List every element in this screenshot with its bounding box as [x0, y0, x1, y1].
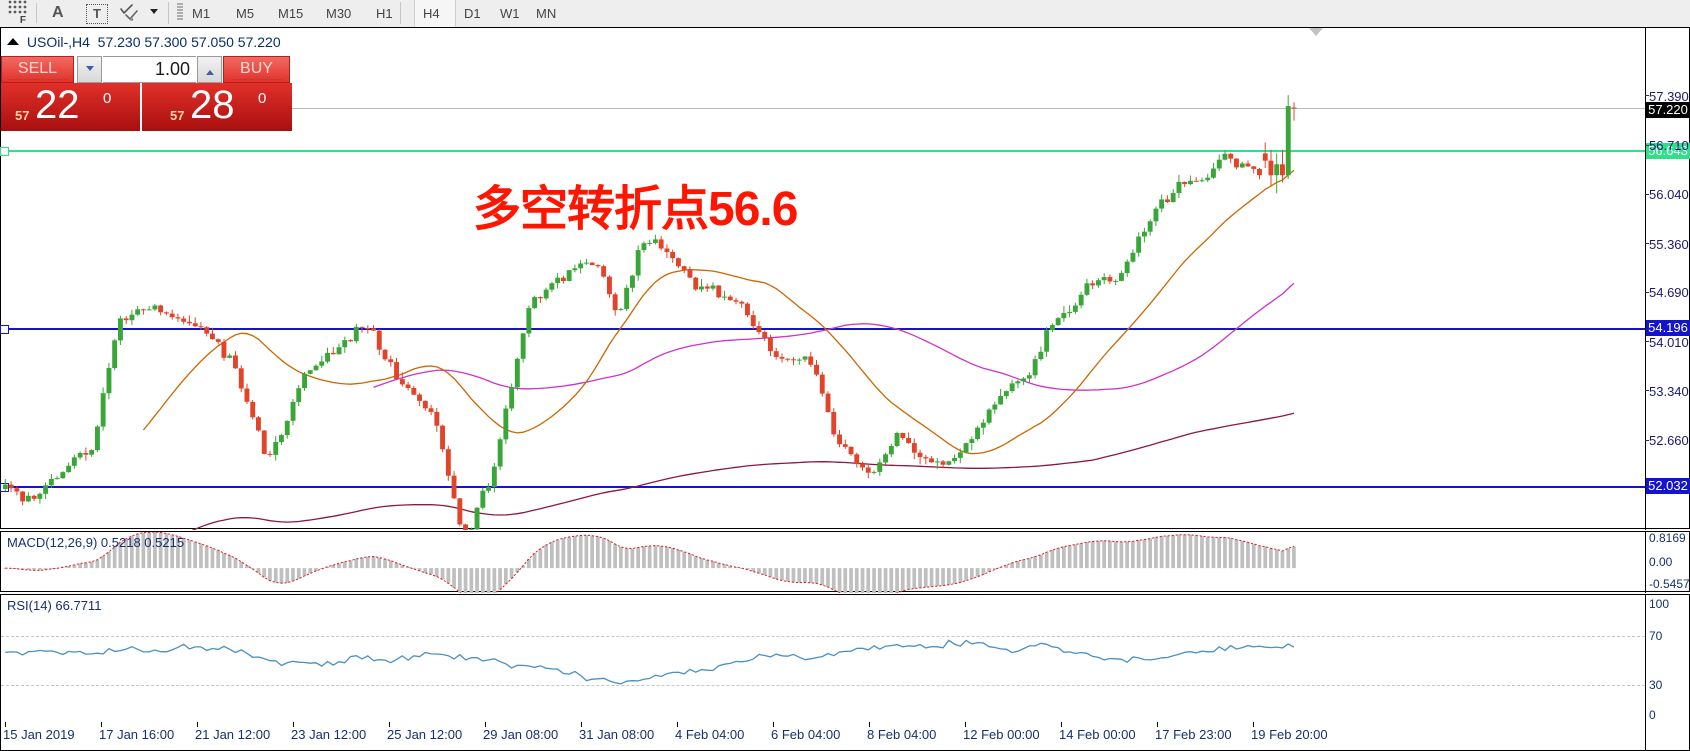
svg-text:F: F [20, 15, 26, 26]
